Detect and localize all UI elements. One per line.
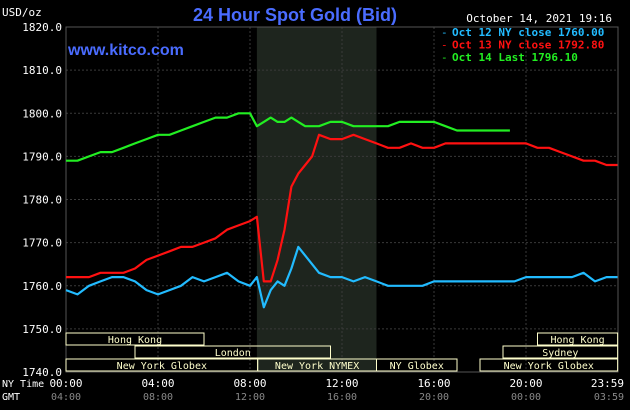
session-label: Sydney [542, 348, 578, 359]
y-tick-label: 1780.0 [22, 194, 62, 207]
session-label: NY Globex [390, 361, 444, 372]
x-tick-ny: 20:00 [509, 377, 542, 390]
series-line [66, 112, 510, 162]
grid-lines [65, 26, 619, 373]
legend-marker: - [441, 51, 448, 64]
session-label: Hong Kong [108, 335, 162, 346]
nymex-session-shade [256, 27, 377, 372]
session-bar: Hong Kong [537, 332, 619, 346]
series-line [66, 133, 618, 283]
ny-time-label: NY Time [2, 379, 44, 390]
series-line [65, 245, 618, 309]
session-bar: NY Globex [376, 358, 458, 372]
session-label: New York Globex [117, 361, 207, 372]
x-tick-gmt: 03:59 [594, 392, 624, 403]
x-tick-gmt: 00:00 [511, 392, 541, 403]
y-tick-label: 1790.0 [22, 150, 62, 163]
plot-frame [65, 26, 619, 373]
x-tick-ny: 23:59 [591, 377, 624, 390]
y-tick-label: 1740.0 [22, 366, 62, 379]
series-lines [65, 112, 618, 309]
source-url[interactable]: www.kitco.com [67, 42, 184, 59]
y-tick-label: 1750.0 [22, 323, 62, 336]
legend-marker: - [441, 39, 448, 52]
x-tick-gmt: 04:00 [51, 392, 81, 403]
session-bar: New York Globex [479, 358, 619, 372]
x-tick-gmt: 16:00 [327, 392, 357, 403]
x-tick-gmt: 12:00 [235, 392, 265, 403]
y-tick-label: 1820.0 [22, 21, 62, 34]
legend-entry: Oct 14 Last 1796.10 [452, 51, 578, 64]
chart-title: 24 Hour Spot Gold (Bid) [193, 5, 397, 25]
session-bar: New York NYMEX [257, 358, 377, 372]
x-axis-ticks: 00:00 04:00 08:00 12:00 16:00 20:00 23:59 04:00… [49, 377, 624, 403]
session-bar: Sydney [502, 345, 619, 359]
y-tick-label: 1800.0 [22, 107, 62, 120]
gmt-label: GMT [2, 392, 20, 403]
timestamp: October 14, 2021 19:16 [466, 12, 612, 25]
y-tick-label: 1810.0 [22, 64, 62, 77]
x-tick-ny: 12:00 [325, 377, 358, 390]
session-bar: Hong Kong [65, 332, 205, 346]
legend: - Oct 12 NY close 1760.00- Oct 13 NY close… [441, 26, 604, 64]
session-bar: London [134, 345, 331, 359]
y-tick-label: 1770.0 [22, 237, 62, 250]
x-tick-ny: 04:00 [141, 377, 174, 390]
y-tick-label: 1760.0 [22, 280, 62, 293]
session-label: London [215, 348, 251, 359]
x-tick-gmt: 20:00 [419, 392, 449, 403]
x-tick-ny: 00:00 [49, 377, 82, 390]
legend-marker: - [441, 26, 448, 39]
session-label: Hong Kong [550, 335, 604, 346]
market-sessions: Hong Kong Hong Kong London Sydney New York G… [65, 332, 619, 372]
x-tick-ny: 16:00 [417, 377, 450, 390]
unit-label: USD/oz [2, 6, 42, 19]
y-axis-ticks: 1820.0 1810.0 1800.0 1790.0 1780.0 1770.0 1760… [22, 21, 62, 379]
session-label: New York Globex [504, 361, 594, 372]
legend-entry: Oct 12 NY close 1760.00 [452, 26, 604, 39]
x-tick-ny: 08:00 [233, 377, 266, 390]
x-tick-gmt: 08:00 [143, 392, 173, 403]
legend-entry: Oct 13 NY close 1792.80 [452, 39, 604, 52]
session-label: New York NYMEX [275, 361, 359, 372]
